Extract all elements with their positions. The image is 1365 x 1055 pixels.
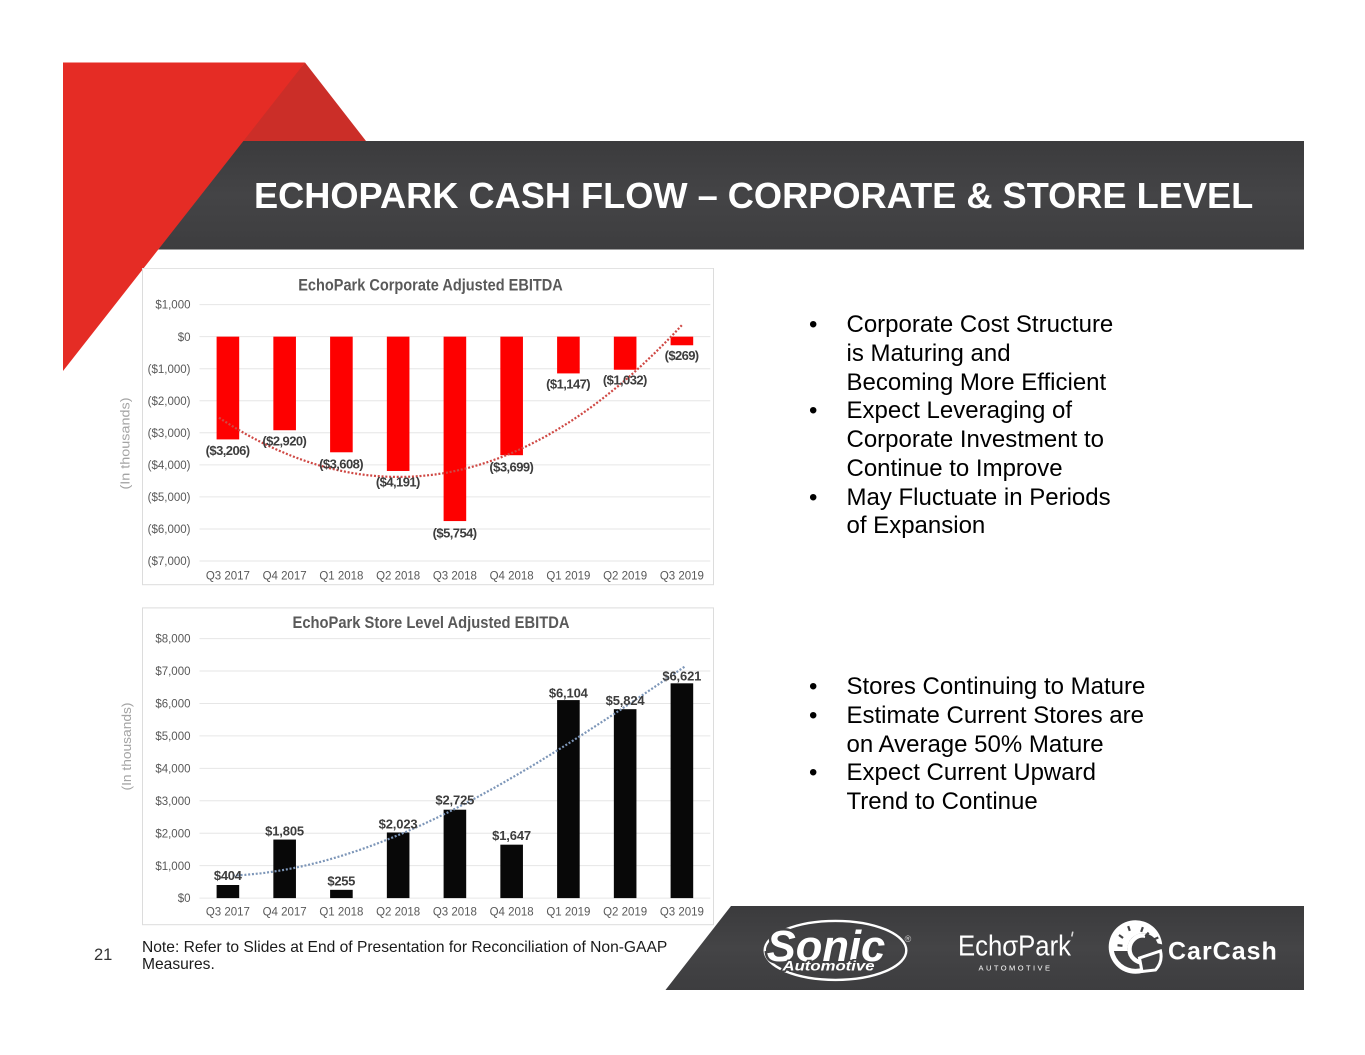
svg-text:Q3 2017: Q3 2017 bbox=[206, 907, 250, 919]
svg-text:Sonic: Sonic bbox=[767, 923, 885, 971]
svg-text:$7,000: $7,000 bbox=[155, 666, 190, 678]
svg-text:(In thousands): (In thousands) bbox=[119, 703, 134, 791]
svg-text:($269): ($269) bbox=[665, 348, 700, 363]
svg-text:Q1 2019: Q1 2019 bbox=[546, 907, 590, 919]
svg-text:Q3 2017: Q3 2017 bbox=[206, 571, 250, 583]
svg-text:Automotive: Automotive bbox=[781, 958, 874, 974]
svg-text:($7,000): ($7,000) bbox=[148, 556, 191, 568]
svg-text:Q2 2019: Q2 2019 bbox=[603, 571, 647, 583]
svg-text:EchσPark: EchσPark bbox=[958, 931, 1072, 963]
svg-text:Q1 2018: Q1 2018 bbox=[319, 571, 363, 583]
svg-text:Q2 2019: Q2 2019 bbox=[603, 907, 647, 919]
svg-text:$1,000: $1,000 bbox=[155, 300, 190, 312]
svg-text:$6,000: $6,000 bbox=[155, 699, 190, 711]
svg-text:$0: $0 bbox=[178, 332, 191, 344]
svg-text:EchoPark Corporate Adjusted EB: EchoPark Corporate Adjusted EBITDA bbox=[298, 275, 563, 294]
svg-text:($2,920): ($2,920) bbox=[262, 434, 307, 449]
svg-text:®: ® bbox=[905, 934, 912, 944]
svg-text:($3,206): ($3,206) bbox=[206, 443, 251, 458]
svg-text:Q4 2017: Q4 2017 bbox=[263, 571, 307, 583]
svg-text:($3,000): ($3,000) bbox=[148, 428, 191, 440]
svg-text:Q2 2018: Q2 2018 bbox=[376, 907, 420, 919]
svg-text:Q2 2018: Q2 2018 bbox=[376, 571, 420, 583]
svg-text:($5,754): ($5,754) bbox=[433, 526, 478, 541]
svg-text:$4,000: $4,000 bbox=[155, 763, 190, 775]
svg-text:$2,725: $2,725 bbox=[435, 793, 474, 808]
svg-text:Q3 2018: Q3 2018 bbox=[433, 907, 477, 919]
svg-text:$2,000: $2,000 bbox=[155, 828, 190, 840]
svg-text:$0: $0 bbox=[178, 893, 191, 905]
svg-text:Q1 2019: Q1 2019 bbox=[546, 571, 590, 583]
svg-text:$404: $404 bbox=[214, 868, 243, 883]
svg-text:$1,000: $1,000 bbox=[155, 861, 190, 873]
svg-text:$1,647: $1,647 bbox=[492, 828, 531, 843]
svg-text:($3,699): ($3,699) bbox=[489, 460, 534, 475]
svg-text:$1,805: $1,805 bbox=[265, 824, 304, 839]
svg-text:Q3 2018: Q3 2018 bbox=[433, 571, 477, 583]
svg-text:$8,000: $8,000 bbox=[155, 634, 190, 646]
svg-text:Q3 2019: Q3 2019 bbox=[660, 571, 704, 583]
svg-text:($5,000): ($5,000) bbox=[148, 492, 191, 504]
svg-text:Q4 2017: Q4 2017 bbox=[263, 907, 307, 919]
svg-text:Q4 2018: Q4 2018 bbox=[490, 571, 534, 583]
svg-text:($1,147): ($1,147) bbox=[546, 377, 591, 392]
svg-text:Q4 2018: Q4 2018 bbox=[490, 907, 534, 919]
svg-text:(In thousands): (In thousands) bbox=[118, 398, 133, 490]
svg-text:$5,824: $5,824 bbox=[606, 693, 646, 708]
svg-text:EchoPark Store Level Adjusted: EchoPark Store Level Adjusted EBITDA bbox=[293, 613, 570, 632]
svg-text:$2,023: $2,023 bbox=[379, 817, 418, 832]
svg-text:($1,000): ($1,000) bbox=[148, 364, 191, 376]
svg-text:Q3 2019: Q3 2019 bbox=[660, 907, 704, 919]
svg-text:($2,000): ($2,000) bbox=[148, 396, 191, 408]
svg-text:($4,000): ($4,000) bbox=[148, 460, 191, 472]
svg-text:($6,000): ($6,000) bbox=[148, 524, 191, 536]
svg-text:($4,191): ($4,191) bbox=[376, 475, 421, 490]
svg-text:AUTOMOTIVE: AUTOMOTIVE bbox=[979, 964, 1053, 973]
svg-text:$6,104: $6,104 bbox=[549, 685, 589, 700]
svg-text:$6,621: $6,621 bbox=[662, 669, 701, 684]
svg-text:($3,608): ($3,608) bbox=[319, 457, 364, 472]
svg-text:$3,000: $3,000 bbox=[155, 796, 190, 808]
svg-text:CarCash: CarCash bbox=[1168, 937, 1278, 965]
svg-text:($1,032): ($1,032) bbox=[603, 373, 648, 388]
svg-text:$5,000: $5,000 bbox=[155, 731, 190, 743]
svg-text:Q1 2018: Q1 2018 bbox=[319, 907, 363, 919]
svg-text:$255: $255 bbox=[327, 874, 355, 889]
